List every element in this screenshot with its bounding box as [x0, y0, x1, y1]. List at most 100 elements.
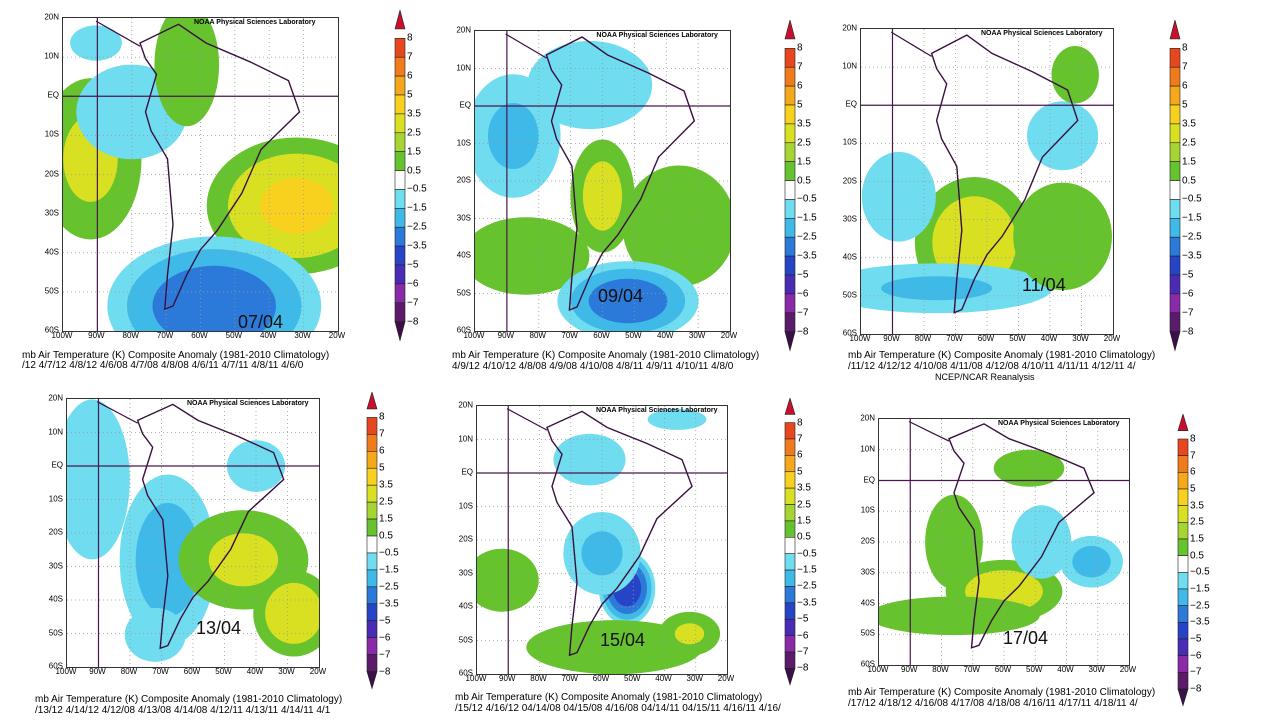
lon-tick-label: 90W — [88, 331, 105, 340]
lon-tick-label: 70W — [561, 331, 578, 340]
central-america-coastline — [908, 420, 950, 442]
colorbar-level-label: −2.5 — [1190, 600, 1210, 612]
lat-tick-label: 30S — [456, 213, 471, 222]
colorbar-segment — [784, 553, 796, 571]
lat-tick-label: EQ — [459, 100, 471, 110]
colorbar-level-label: −3.5 — [797, 250, 817, 262]
colorbar-level-label: 1.5 — [797, 515, 811, 527]
lon-tick-label: 60W — [977, 334, 995, 343]
colorbar-segment — [1177, 538, 1189, 556]
lon-tick-label: 40W — [1040, 334, 1058, 343]
colorbar-segment — [784, 455, 796, 473]
colorbar-level-label: 6 — [379, 445, 385, 457]
colorbar-segment — [1177, 488, 1189, 506]
colorbar-segment — [1169, 236, 1181, 257]
lon-tick-label: 30W — [686, 674, 703, 683]
plot-caption: mb Air Temperature (K) Composite Anomaly… — [22, 350, 330, 361]
reanalysis-footer: NCEP/NCAR Reanalysis — [935, 372, 1035, 382]
lon-tick-label: 60W — [994, 665, 1012, 674]
colorbar-segment — [784, 422, 796, 440]
south-america-coastline — [546, 410, 693, 657]
colorbar-segment — [1169, 331, 1181, 352]
lat-tick-label: 10N — [48, 427, 63, 436]
colorbar-level-label: −8 — [1190, 683, 1202, 695]
colorbar-level-label: 5 — [379, 462, 385, 474]
colorbar-level-label: −6 — [797, 630, 809, 642]
colorbar-level-label: −5 — [1182, 269, 1194, 281]
colorbar-level-label: −1.5 — [379, 564, 399, 576]
lat-tick-label: 10N — [842, 61, 857, 71]
colorbar-level-label: 1.5 — [1190, 533, 1204, 545]
anomaly-map — [878, 418, 1130, 666]
colorbar-level-label: −6 — [1190, 650, 1202, 662]
colorbar-level-label: −7 — [797, 646, 809, 658]
anomaly-contour — [861, 151, 936, 242]
lat-tick-label: 20S — [860, 536, 875, 546]
colorbar-level-label: −2.5 — [379, 581, 399, 593]
colorbar-segment — [1177, 455, 1189, 473]
colorbar-segment — [784, 255, 796, 276]
lon-tick-label: 90W — [883, 334, 900, 343]
lat-tick-label: 10S — [842, 137, 857, 147]
anomaly-field — [63, 18, 338, 331]
lat-tick-label: EQ — [845, 99, 857, 109]
anomaly-contour — [647, 408, 707, 430]
colorbar-level-label: −8 — [797, 326, 809, 338]
colorbar-level-label: −5 — [1190, 633, 1202, 645]
colorbar-level-label: −2.5 — [797, 580, 817, 592]
colorbar-level-label: 8 — [379, 411, 385, 423]
composite-date-label: 13/04 — [196, 618, 242, 638]
central-america-coastline — [96, 401, 138, 424]
colorbar-level-label: −6 — [407, 278, 419, 290]
colorbar-level-label: −7 — [797, 307, 809, 319]
colorbar-segment — [784, 520, 796, 538]
lat-tick-label: 40S — [842, 252, 857, 262]
anomaly-contour — [1011, 505, 1072, 579]
lon-tick-label: 20W — [717, 674, 735, 683]
colorbar-segment — [394, 321, 406, 342]
lon-tick-label: 70W — [561, 674, 578, 683]
anomaly-contour — [487, 102, 539, 170]
lat-tick-label: 60S — [456, 325, 471, 335]
colorbar — [1177, 414, 1189, 707]
lon-tick-label: 90W — [89, 667, 106, 676]
anomaly-field — [477, 406, 727, 674]
colorbar-level-label: −8 — [379, 666, 391, 678]
colorbar-level-label: 2.5 — [1190, 516, 1204, 528]
lon-tick-label: 50W — [624, 674, 641, 683]
lon-tick-label: 70W — [152, 667, 169, 676]
lat-tick-label: 10N — [860, 444, 875, 454]
colorbar-segment — [784, 123, 796, 144]
colorbar-segment — [394, 170, 406, 190]
lon-tick-label: 80W — [122, 331, 139, 340]
colorbar-segment — [784, 161, 796, 181]
plot-caption: mb Air Temperature (K) Composite Anomaly… — [455, 692, 763, 703]
lat-tick-label: 20S — [48, 527, 63, 537]
colorbar-segment — [366, 603, 378, 622]
colorbar-segment — [394, 302, 406, 322]
colorbar — [366, 392, 378, 690]
colorbar-level-label: 2.5 — [797, 137, 811, 149]
colorbar-segment — [1177, 638, 1189, 656]
colorbar-level-label: −7 — [407, 297, 419, 309]
colorbar-segment — [784, 331, 796, 352]
colorbar-level-label: −2.5 — [407, 221, 427, 233]
colorbar-segment — [394, 189, 406, 209]
lat-tick-label: EQ — [461, 467, 473, 477]
colorbar-segment — [366, 417, 378, 435]
lat-tick-label: 10N — [458, 434, 473, 443]
lat-tick-label: 40S — [860, 598, 875, 607]
colorbar-level-label: −1.5 — [797, 564, 817, 576]
lat-tick-label: 40S — [48, 594, 63, 604]
lat-tick-label: 30S — [48, 561, 63, 570]
colorbar-segment — [1177, 555, 1189, 573]
anomaly-contour — [135, 502, 200, 617]
south-america-coastline — [930, 34, 1079, 314]
colorbar-level-label: 7 — [797, 433, 803, 445]
colorbar-level-label: −2.5 — [1182, 231, 1202, 243]
colorbar-segment — [784, 20, 796, 40]
colorbar-segment — [394, 208, 406, 228]
colorbar-level-label: 1.5 — [1182, 156, 1196, 168]
colorbar-level-label: 6 — [797, 80, 803, 92]
lon-tick-label: 40W — [246, 667, 264, 676]
